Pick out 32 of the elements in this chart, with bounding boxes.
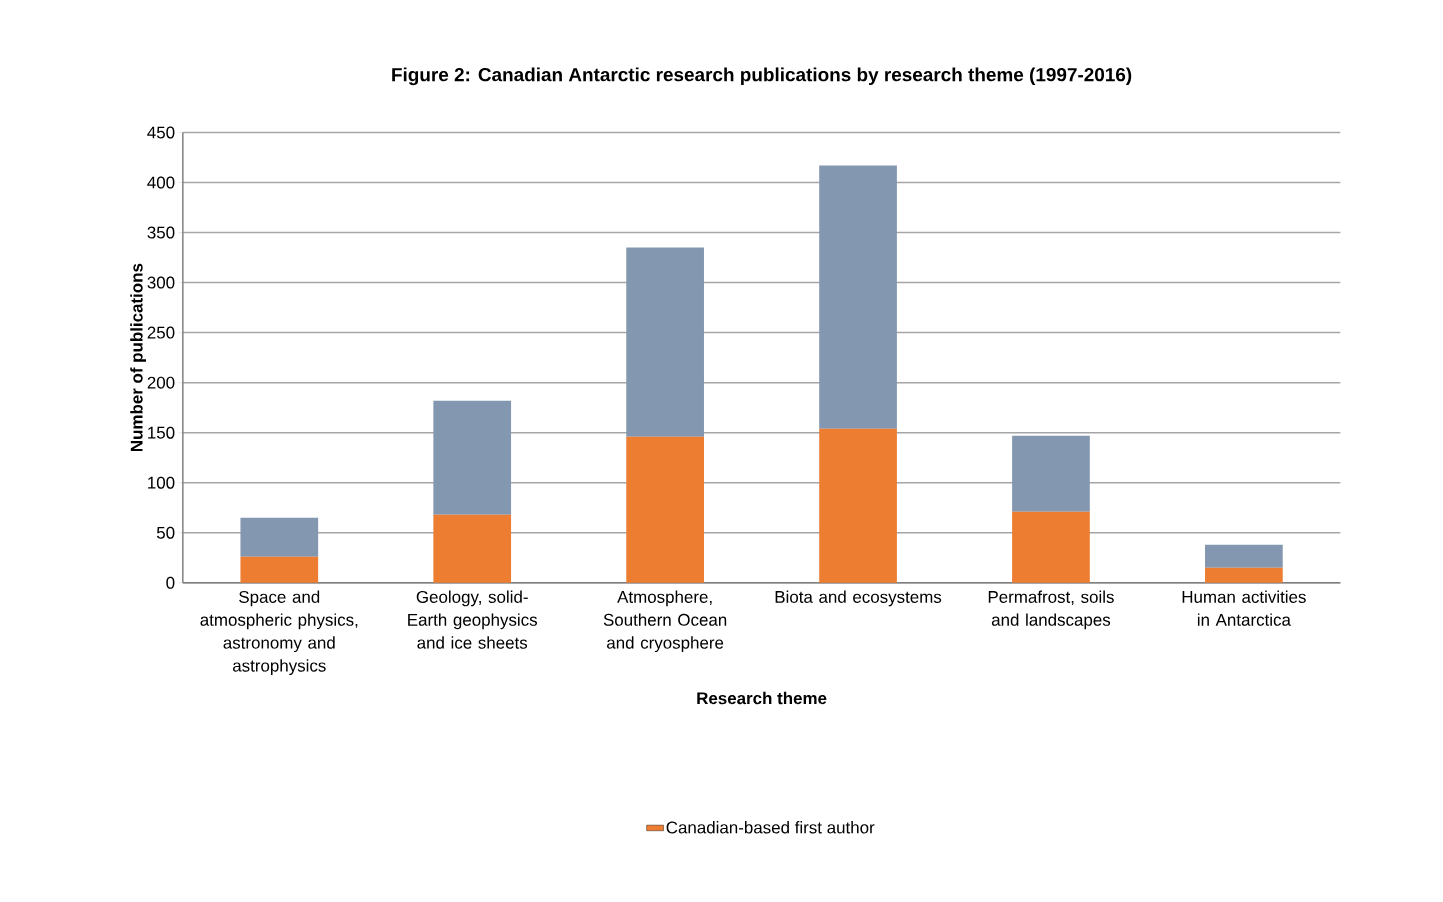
bar — [626, 247, 704, 437]
bar — [240, 556, 319, 583]
y-tick-label: 200 — [147, 376, 175, 389]
bar — [1012, 435, 1090, 512]
y-axis-title: Number of publications — [130, 264, 147, 452]
y-tick-label: 150 — [148, 426, 175, 439]
y-tick-label: 400 — [147, 176, 175, 189]
x-tick-label: Biota and ecosystems — [775, 590, 942, 607]
y-tick-label: 450 — [147, 126, 175, 139]
legend-label: Canadian-based first author — [666, 821, 875, 834]
bar — [240, 517, 319, 557]
bar — [433, 400, 512, 515]
y-tick-label: 0 — [166, 576, 175, 589]
y-tick-label: 350 — [147, 226, 175, 239]
y-tick-label: 300 — [147, 276, 175, 289]
bar — [433, 514, 512, 583]
bar — [1205, 544, 1283, 568]
y-tick-label: 50 — [156, 526, 175, 539]
x-tick-label: Permafrost, soils and landscapes — [988, 590, 1114, 630]
x-tick-label: Geology, solid-Earth geophysics and ice sheets — [408, 590, 537, 649]
bar — [1012, 511, 1090, 583]
bar — [626, 436, 704, 583]
x-tick-label: Space and atmospheric physics, astronomy and astrophysics — [200, 590, 358, 676]
y-tick-label: 250 — [147, 326, 175, 339]
bar — [819, 428, 897, 583]
x-tick-label: Atmosphere, Southern Ocean and cryosphere — [603, 590, 727, 653]
x-tick-label: Human activities in Antarctica — [1182, 590, 1306, 627]
x-axis-title: Research theme — [697, 692, 827, 705]
y-tick-label: 100 — [148, 476, 175, 489]
bar — [819, 165, 897, 429]
chart-title: Figure 2: Canadian Antarctic research publications by research theme (1997-2016) — [392, 67, 1132, 86]
bar — [1205, 567, 1283, 583]
